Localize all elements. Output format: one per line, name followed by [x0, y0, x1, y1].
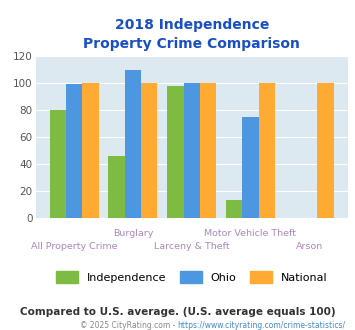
Text: Burglary: Burglary [113, 229, 153, 238]
Bar [242, 117, 259, 218]
Bar [50, 110, 66, 218]
Bar [200, 83, 216, 218]
Bar [125, 70, 141, 218]
Text: https://www.cityrating.com/crime-statistics/: https://www.cityrating.com/crime-statist… [178, 320, 346, 330]
Bar [141, 83, 157, 218]
Text: Larceny & Theft: Larceny & Theft [154, 242, 230, 251]
Bar [184, 83, 200, 218]
Bar [259, 83, 275, 218]
Text: © 2025 CityRating.com -: © 2025 CityRating.com - [80, 320, 178, 330]
Legend: Independence, Ohio, National: Independence, Ohio, National [51, 267, 332, 287]
Bar [317, 83, 334, 218]
Bar [109, 156, 125, 218]
Bar [66, 84, 82, 218]
Text: Compared to U.S. average. (U.S. average equals 100): Compared to U.S. average. (U.S. average … [20, 307, 335, 317]
Title: 2018 Independence
Property Crime Comparison: 2018 Independence Property Crime Compari… [83, 18, 300, 51]
Text: All Property Crime: All Property Crime [31, 242, 118, 251]
Bar [226, 200, 242, 218]
Bar [82, 83, 99, 218]
Bar [167, 86, 184, 218]
Text: Motor Vehicle Theft: Motor Vehicle Theft [204, 229, 296, 238]
Text: Arson: Arson [296, 242, 323, 251]
